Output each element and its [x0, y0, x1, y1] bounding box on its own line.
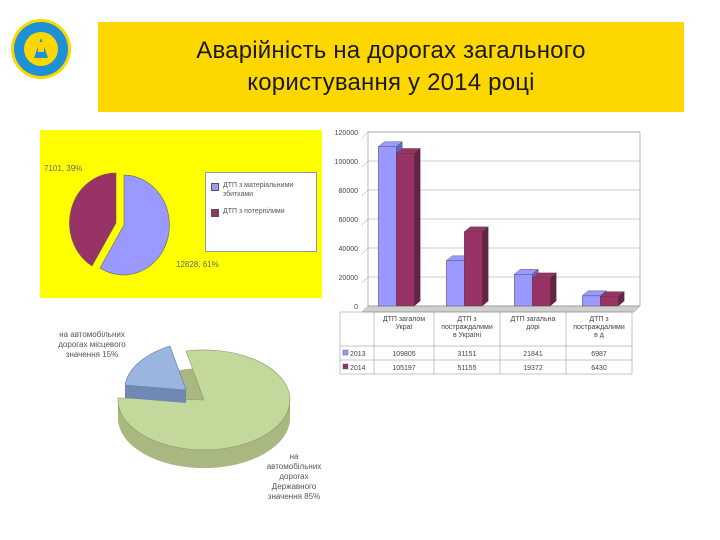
pie-top-legend: ДТП з матеріальними збитками ДТП з потер… [205, 172, 317, 252]
gridline-depth [361, 305, 369, 313]
bar-2014-1 [464, 231, 483, 307]
bar-2014-3 [600, 296, 619, 307]
category-label: в Україні [453, 331, 481, 339]
table-value: 21841 [523, 351, 543, 358]
category-label: дорі [526, 323, 540, 331]
pie-top-label-material: 12828, 61% [176, 260, 219, 269]
bar-2013-0 [378, 146, 397, 307]
legend-label-victims: ДТП з потерпілими [223, 208, 285, 215]
title-banner: Аварійність на дорогах загального корист… [98, 22, 684, 112]
page-title-line1: Аварійність на дорогах загального [196, 37, 586, 64]
pie-chart-accidents-type: 7101, 39% 12828, 61% [40, 130, 322, 298]
y-tick-label: 60000 [339, 217, 359, 224]
pie-slice-victims [69, 172, 117, 267]
gridline-depth [361, 160, 369, 168]
y-tick-label: 80000 [339, 188, 359, 195]
y-tick-label: 40000 [339, 246, 359, 253]
category-label: ДТП з [589, 316, 608, 323]
bar-2013-3 [582, 295, 601, 307]
gridline-depth [361, 189, 369, 197]
legend-item-victims: ДТП з потерпілими [211, 207, 311, 217]
y-tick-label: 100000 [335, 159, 358, 166]
gridline-depth [361, 276, 369, 284]
y-tick-label: 120000 [335, 130, 358, 137]
bar-2014-0 [396, 153, 415, 307]
logo [11, 19, 71, 79]
category-label: постраждалими [441, 324, 493, 331]
series-name: 2013 [350, 351, 366, 358]
category-label: Украї [396, 324, 413, 331]
gridline-depth [361, 218, 369, 226]
table-value: 31151 [458, 351, 477, 358]
bar-2013-1 [446, 260, 465, 307]
legend-label-material: ДТП з матеріальними збитками [223, 182, 294, 198]
category-label: ДТП загалом [383, 316, 425, 323]
table-value: 6987 [591, 351, 607, 358]
category-label: в д [594, 332, 604, 339]
page-title-line2: користування у 2014 році [247, 69, 535, 96]
pie-slice-material-damage [99, 174, 170, 276]
bar-side-2014-1 [482, 226, 489, 307]
bar-side-2014-2 [550, 272, 557, 307]
pie-top-svg [69, 172, 170, 276]
legend-item-material: ДТП з матеріальними збитками [211, 181, 311, 199]
bar-2014-2 [532, 277, 551, 307]
legend-swatch-material [211, 183, 219, 191]
table-value: 109805 [392, 351, 415, 358]
y-tick-label: 0 [354, 304, 358, 311]
bar-2013-2 [514, 274, 533, 307]
series-name: 2014 [350, 365, 366, 372]
table-value: 19372 [523, 365, 543, 372]
bar-side-2014-0 [414, 148, 421, 307]
category-label: ДТП загальна [511, 316, 556, 323]
category-label: постраждалими [573, 324, 625, 331]
gridline-depth [361, 131, 369, 139]
pie-bottom-label-state: на автомобільних дорогах Державного знач… [266, 452, 322, 501]
table-value: 51155 [458, 365, 477, 372]
table-value: 6430 [591, 365, 607, 372]
pie-top-label-victims: 7101, 39% [44, 164, 83, 173]
series-swatch-2013 [342, 349, 349, 356]
gridline-depth [361, 247, 369, 255]
table-value: 105197 [392, 365, 415, 372]
plot-floor [361, 305, 641, 313]
series-swatch-2014 [342, 363, 349, 370]
y-tick-label: 20000 [339, 275, 359, 282]
pie-bottom-label-local: на автомобільних дорогах місцевого значе… [58, 330, 126, 359]
category-label: ДТП з [457, 316, 476, 323]
legend-swatch-victims [211, 209, 219, 217]
